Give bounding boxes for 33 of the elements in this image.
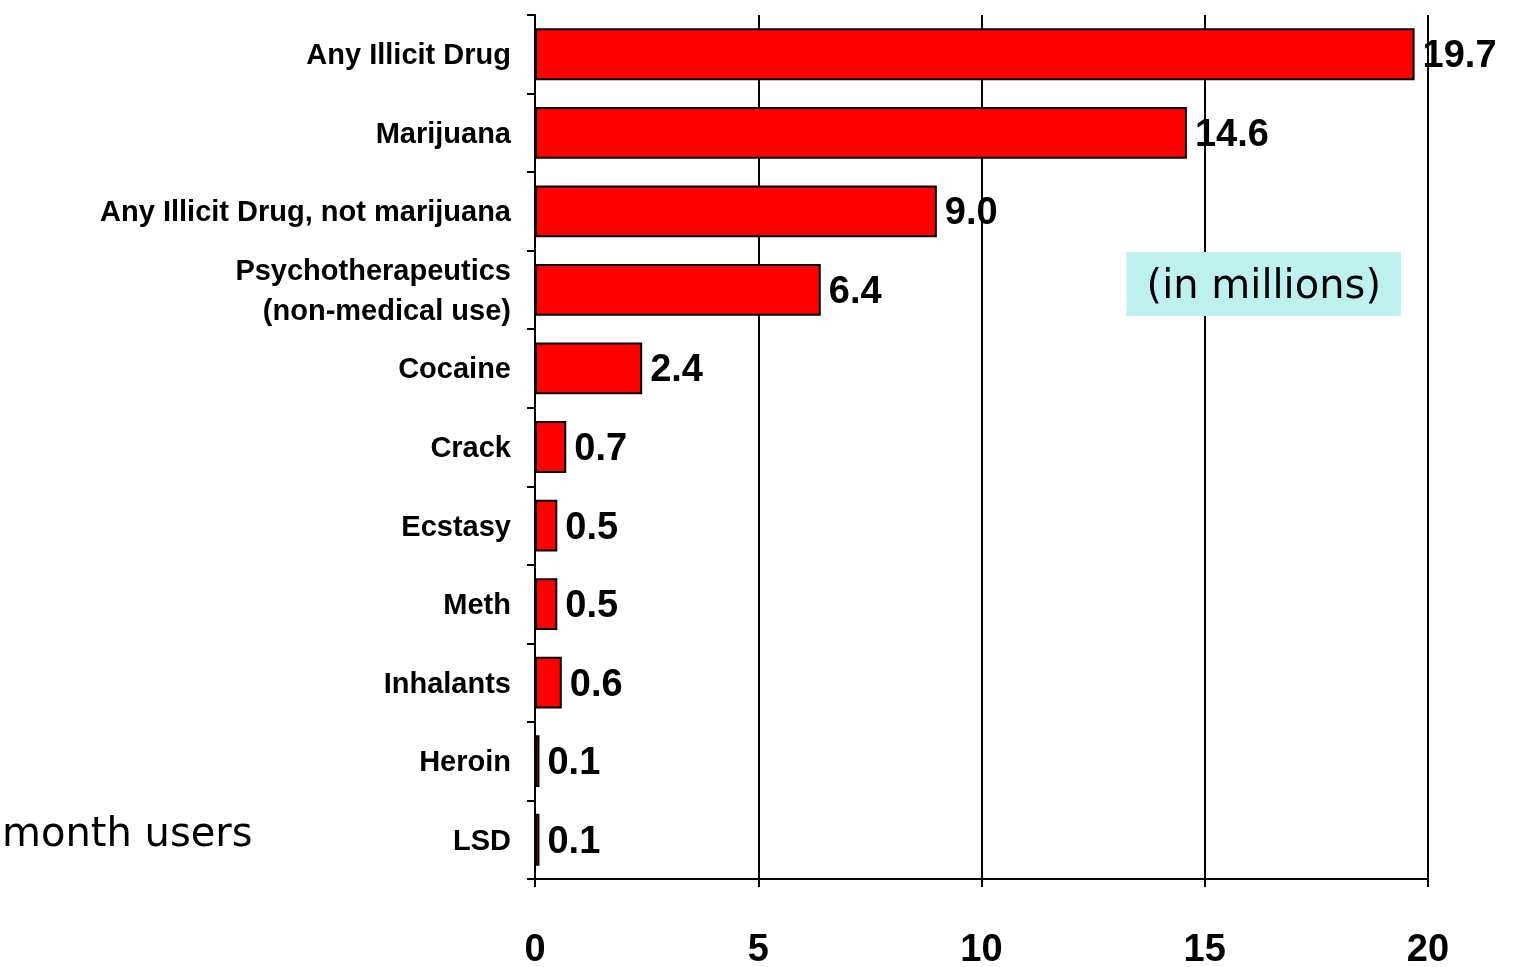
y-tick-label: Meth [443, 588, 511, 621]
data-label: 0.1 [547, 818, 601, 861]
x-tick-label: 0 [524, 927, 546, 967]
data-label: 0.1 [547, 740, 601, 783]
y-tick-label: Any Illicit Drug [306, 38, 511, 71]
y-tick-label: Inhalants [383, 666, 511, 699]
bar [535, 813, 540, 866]
y-tick-label: LSD [453, 823, 511, 856]
data-label: 0.7 [574, 426, 628, 468]
text: month users [2, 809, 253, 855]
y-tick-label: Marijuana [375, 116, 512, 149]
y-tick-label: Crack [430, 431, 512, 463]
bar [535, 499, 558, 552]
x-tick-label: 5 [747, 927, 769, 967]
x-tick-label: 20 [1406, 927, 1450, 967]
bar [535, 342, 643, 395]
bar [535, 578, 558, 631]
data-label: 0.5 [565, 583, 619, 626]
y-tick-label: Heroin [419, 745, 511, 778]
bar [535, 656, 562, 709]
bar [535, 421, 567, 473]
data-label: 6.4 [828, 268, 882, 311]
y-tick-label: Any Illicit Drug, not marijuana [100, 195, 512, 228]
y-tick-label: Psychotherapeutics (non-medical use) [235, 253, 511, 326]
annotation: (in millions) [1146, 261, 1382, 307]
y-tick-label: Ecstasy [401, 509, 511, 542]
data-label: 2.4 [650, 347, 703, 390]
x-tick-label: 10 [960, 927, 1003, 967]
bar [535, 735, 540, 788]
data-label: 0.6 [569, 661, 623, 704]
x-tick-label: 15 [1183, 927, 1226, 967]
data-label: 0.5 [565, 504, 619, 547]
y-tick-label: Cocaine [398, 352, 511, 385]
